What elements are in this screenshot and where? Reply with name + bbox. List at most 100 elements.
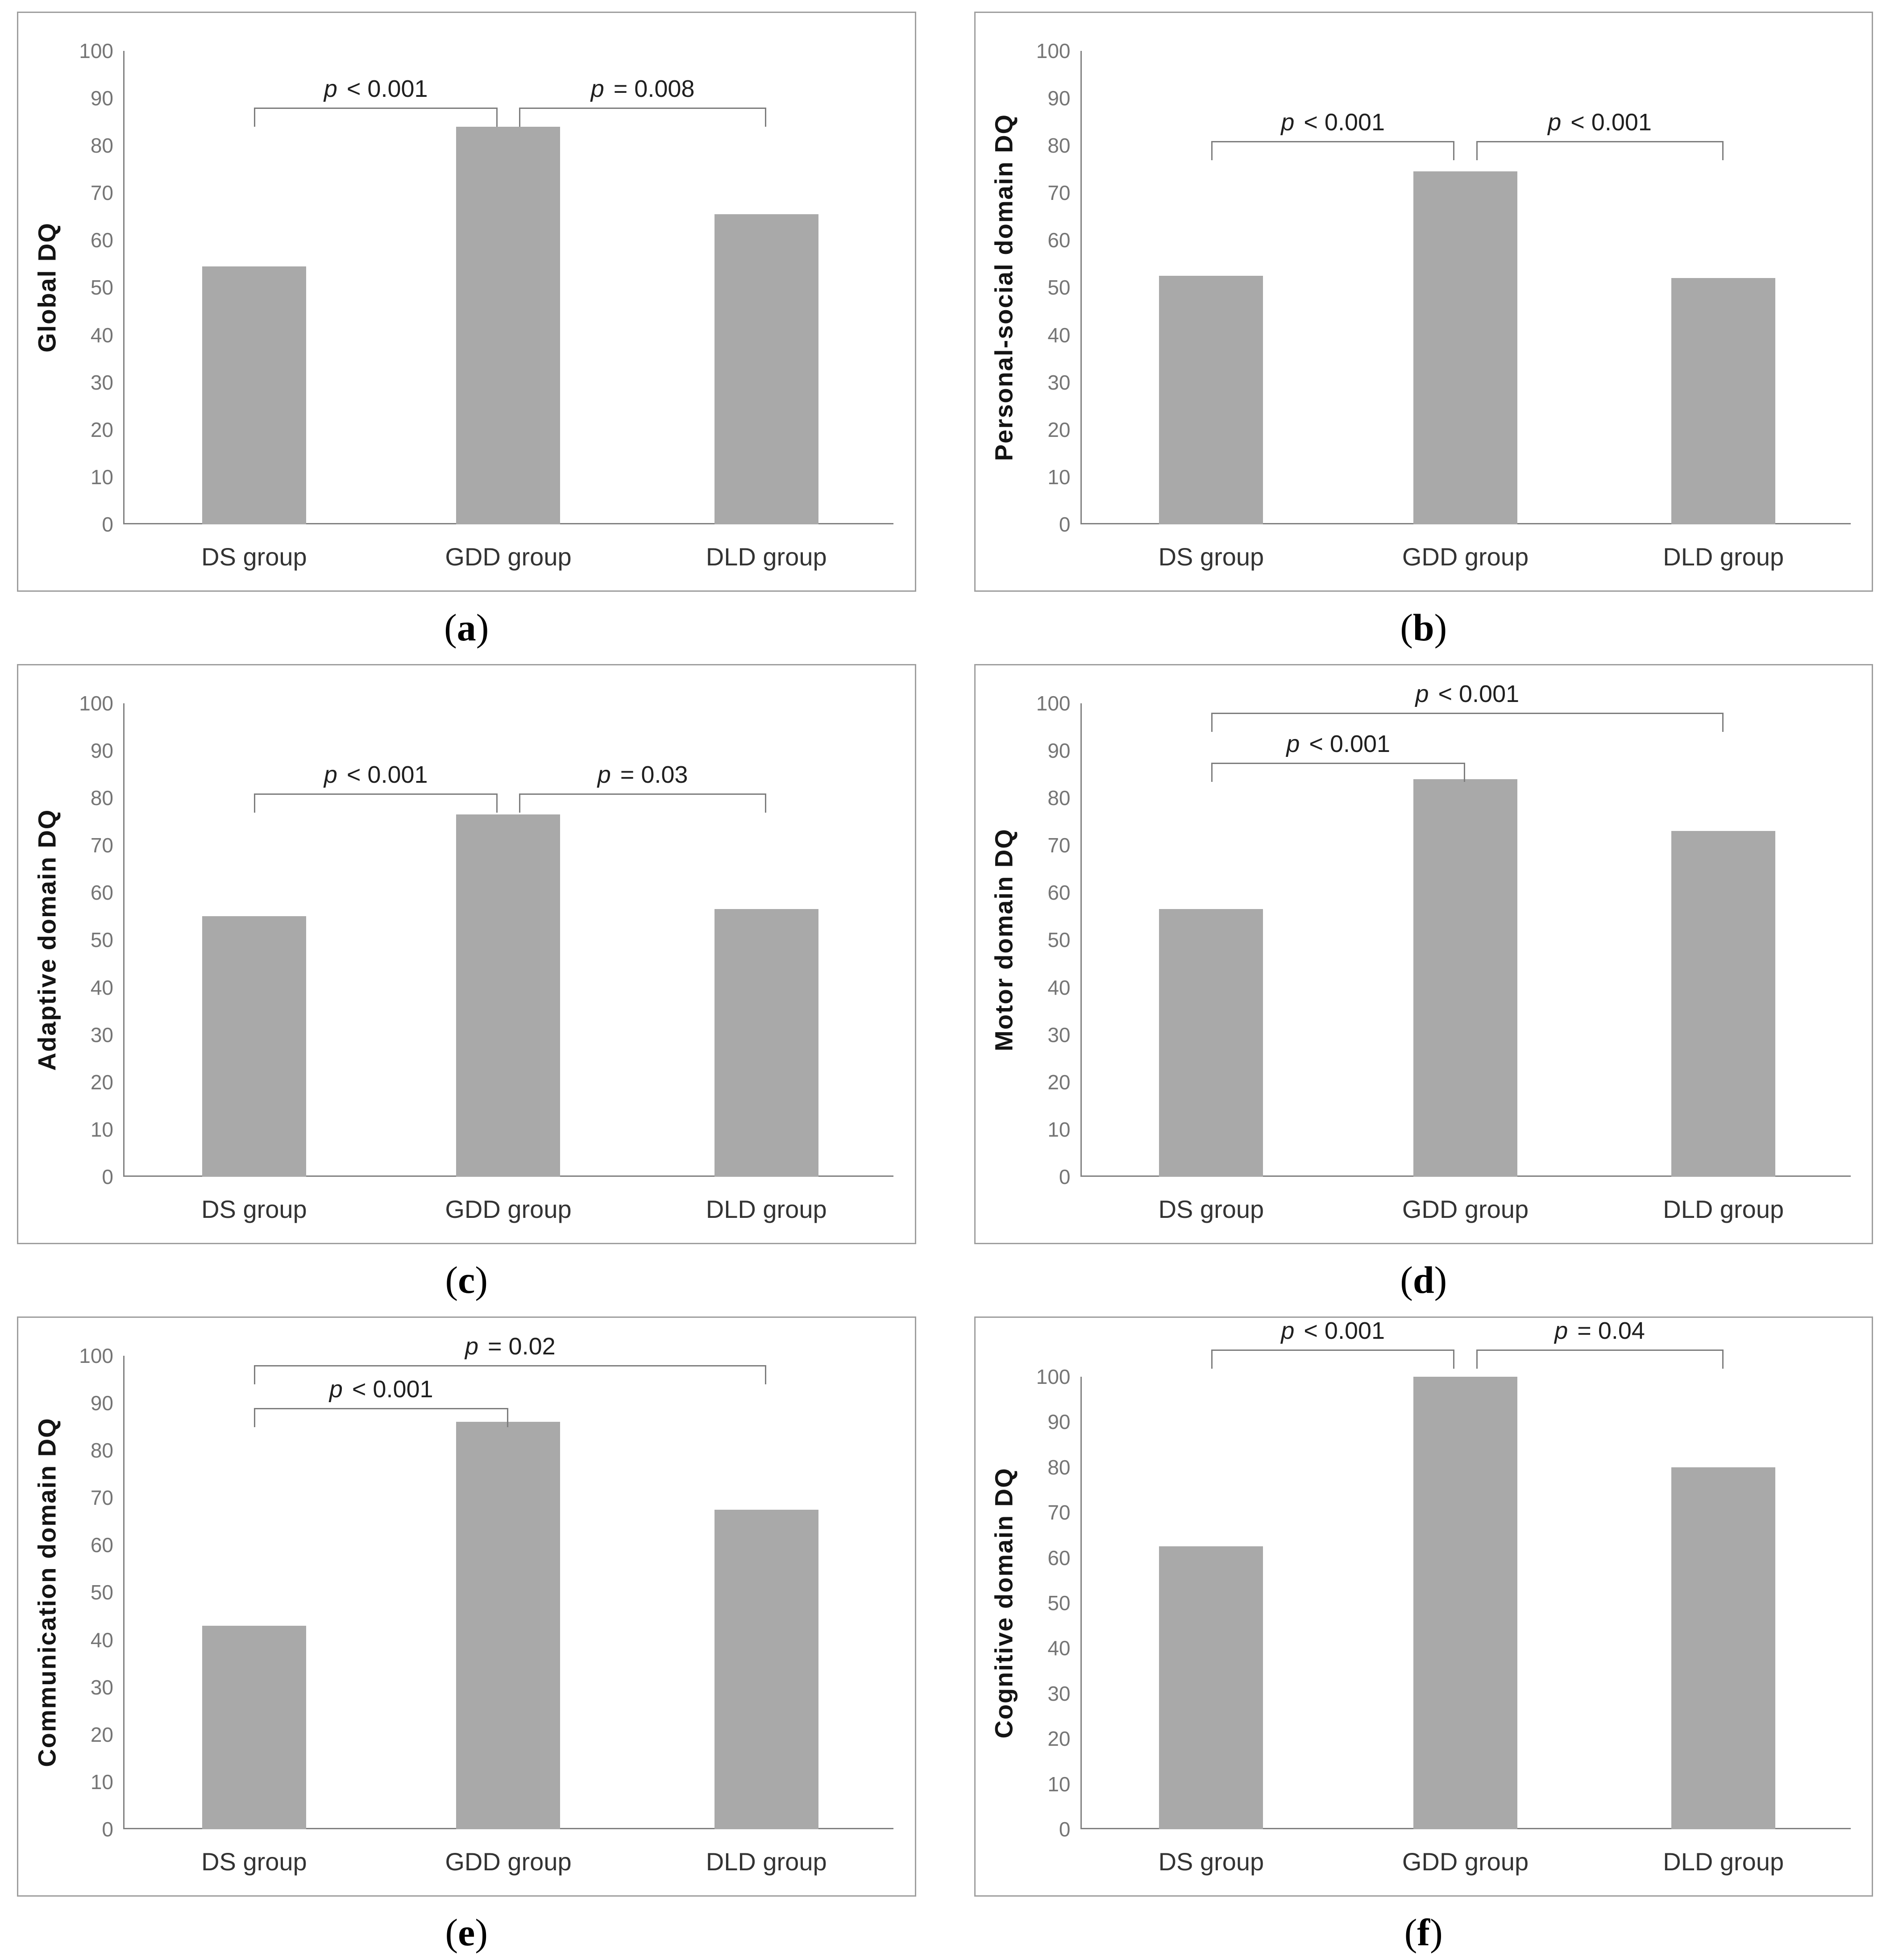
x-axis-label: DS group [201, 1848, 307, 1876]
bar-dld [714, 1509, 818, 1829]
significance-bracket [1211, 1349, 1455, 1369]
y-tick-label: 90 [90, 1391, 113, 1415]
bracket-end-left [1211, 714, 1213, 732]
p-value-label: p < 0.001 [1286, 730, 1391, 757]
bar-gdd [456, 126, 561, 524]
bracket-end-left [519, 794, 520, 813]
y-tick-label: 100 [1036, 1365, 1071, 1388]
y-tick-label: 90 [1047, 1410, 1071, 1434]
y-tick-label: 10 [90, 465, 113, 489]
bracket-end-right [1722, 1350, 1724, 1369]
y-tick-label: 30 [90, 1675, 113, 1699]
bar-gdd [1413, 171, 1517, 524]
y-tick-label: 50 [90, 276, 113, 299]
y-tick-label: 50 [1047, 276, 1071, 299]
bracket-end-left [1476, 142, 1478, 160]
panel-caption-letter: c [458, 1258, 475, 1301]
y-tick-label: 70 [1047, 1501, 1071, 1524]
y-tick-label: 90 [1047, 87, 1071, 110]
figure-panel-d: 0 10 20 30 40 50 60 70 80 90 100 Motor domain DQ DS … [974, 664, 1873, 1303]
x-axis-label: DLD group [1663, 1848, 1784, 1876]
significance-bracket [519, 108, 767, 127]
p-value-label: p < 0.001 [1415, 681, 1520, 708]
figure-panel-c: 0 10 20 30 40 50 60 70 80 90 100 Adaptive domain DQ… [17, 664, 916, 1303]
x-axis-label: GDD group [445, 543, 572, 571]
y-tick-label: 90 [90, 739, 113, 762]
y-tick-label: 100 [79, 39, 113, 62]
figure-panel-e: 0 10 20 30 40 50 60 70 80 90 100 Communication doma… [17, 1316, 916, 1956]
y-tick-label: 60 [90, 1533, 113, 1557]
panel-caption-f: (f) [1404, 1911, 1443, 1954]
panel-caption-a: (a) [444, 606, 489, 649]
y-tick-label: 20 [1047, 418, 1071, 441]
y-tick-label: 30 [1047, 370, 1071, 394]
y-tick-label: 0 [102, 513, 113, 536]
bar-dld [1671, 278, 1776, 524]
y-tick-label: 80 [90, 134, 113, 158]
y-tick-label: 40 [90, 323, 113, 347]
bracket-end-left [1211, 142, 1213, 160]
panel-caption-b: (b) [1400, 606, 1447, 649]
bracket-end-left [1476, 1350, 1478, 1369]
x-axis-label: GDD group [1402, 543, 1529, 571]
y-tick-label: 50 [1047, 928, 1071, 952]
bar-ds [1159, 275, 1263, 524]
panel-caption-letter: f [1417, 1911, 1430, 1954]
significance-bracket [254, 108, 498, 127]
y-tick-label: 80 [90, 786, 113, 810]
bar-gdd [1413, 1376, 1517, 1829]
panel-caption-d: (d) [1400, 1258, 1447, 1301]
bar-ds [1159, 909, 1263, 1177]
significance-bracket [1211, 762, 1466, 782]
y-axis-title: Communication domain DQ [33, 1417, 61, 1768]
significance-bracket [254, 793, 498, 813]
bracket-end-left [254, 794, 256, 813]
bar-ds [1159, 1546, 1263, 1829]
x-axis-label: DLD group [1663, 1195, 1784, 1223]
y-tick-label: 10 [90, 1770, 113, 1794]
panel-caption-e: (e) [445, 1911, 488, 1954]
y-axis-title: Global DQ [33, 222, 61, 353]
p-value-label: p < 0.001 [1281, 1317, 1385, 1344]
p-value-label: p = 0.04 [1554, 1317, 1645, 1344]
y-tick-label: 50 [1047, 1591, 1071, 1615]
y-tick-label: 40 [1047, 323, 1071, 347]
significance-bracket [254, 1365, 767, 1385]
y-tick-label: 40 [90, 1628, 113, 1652]
bracket-end-right [765, 1366, 767, 1385]
bar-gdd [456, 1422, 561, 1829]
y-tick-label: 10 [1047, 1772, 1071, 1796]
p-value-label: p = 0.03 [597, 761, 688, 788]
p-value-label: p < 0.001 [329, 1375, 433, 1403]
chart-box-f: 0 10 20 30 40 50 60 70 80 90 100 Cognitive domain D… [974, 1316, 1873, 1897]
y-tick-label: 40 [90, 976, 113, 999]
significance-bracket [1211, 141, 1455, 161]
chart-box-b: 0 10 20 30 40 50 60 70 80 90 100 Personal-social do… [974, 12, 1873, 592]
y-tick-label: 70 [1047, 834, 1071, 857]
y-tick-label: 0 [1059, 1818, 1071, 1841]
y-tick-label: 60 [1047, 881, 1071, 905]
y-tick-label: 20 [90, 1723, 113, 1746]
x-axis-label: DS group [1158, 543, 1264, 571]
y-tick-label: 30 [90, 1023, 113, 1046]
bracket-end-right [1722, 714, 1724, 732]
bar-ds [202, 266, 306, 524]
x-axis-label: DLD group [1663, 543, 1784, 571]
panel-caption-letter: e [458, 1911, 475, 1954]
p-value-label: p = 0.008 [590, 75, 695, 103]
bracket-end-right [1464, 764, 1466, 782]
x-axis-label: DLD group [706, 543, 827, 571]
panel-caption-letter: d [1412, 1258, 1434, 1301]
bar-dld [1671, 831, 1776, 1177]
y-tick-label: 100 [79, 691, 113, 715]
x-axis-label: DS group [1158, 1195, 1264, 1223]
bracket-end-right [765, 109, 767, 127]
y-tick-label: 20 [90, 418, 113, 441]
x-axis-label: DLD group [706, 1195, 827, 1223]
significance-bracket [1476, 1349, 1724, 1369]
bracket-end-right [507, 1409, 508, 1427]
bar-ds [202, 1625, 306, 1829]
figure-panel-a: 0 10 20 30 40 50 60 70 80 90 100 Global DQ DS group G… [17, 12, 916, 651]
y-tick-label: 90 [90, 87, 113, 110]
y-axis-title: Adaptive domain DQ [33, 809, 61, 1071]
